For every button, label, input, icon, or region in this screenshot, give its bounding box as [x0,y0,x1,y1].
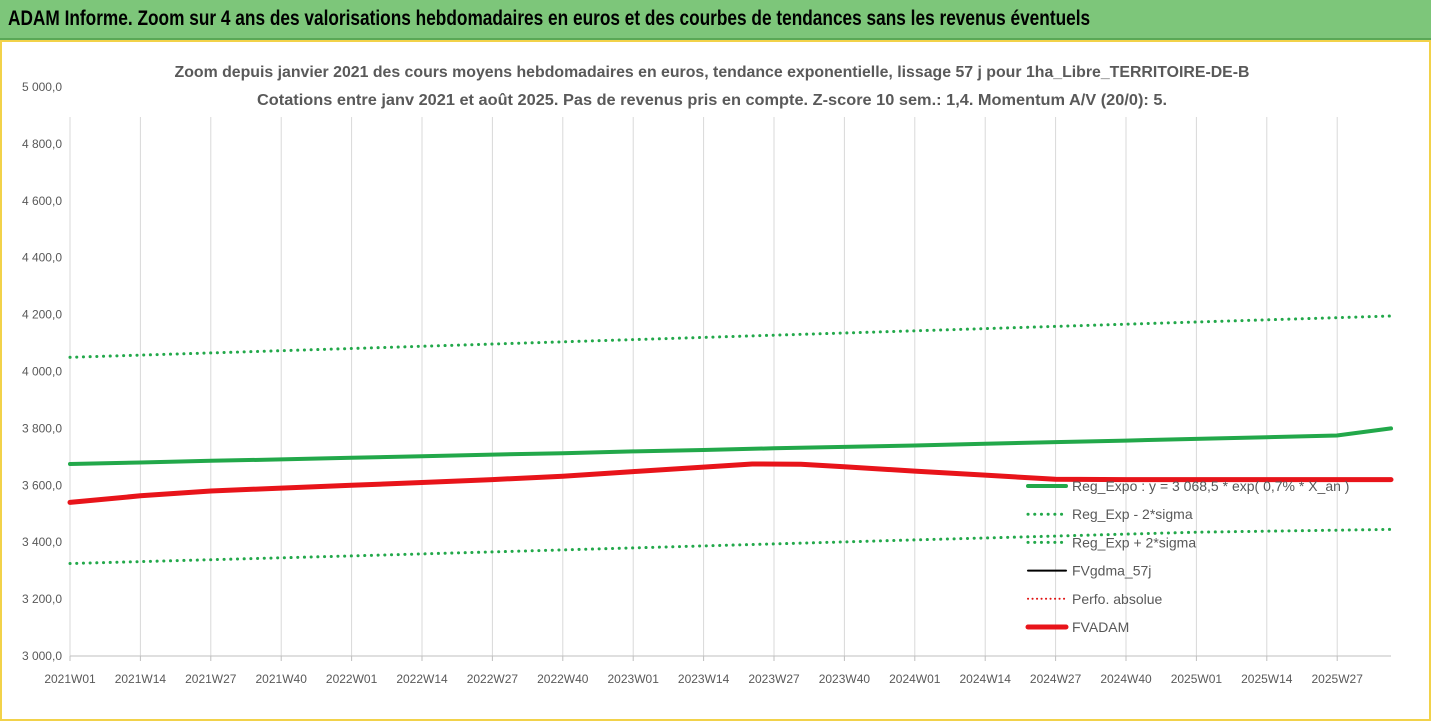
x-tick-label: 2025W01 [1171,672,1223,686]
x-tick-label: 2023W27 [748,672,800,686]
gridlines [69,117,1338,656]
x-tick-label: 2021W40 [256,672,308,686]
series-line-6 [67,461,1394,505]
y-tick-label: 3 400,0 [22,535,62,549]
legend-label-5: Perfo. absolue [1072,591,1162,607]
x-tick-labels: 2021W01 2021W14 2021W27 2021W40 2022W01 2022W… [44,672,1363,686]
x-tick-label: 2024W01 [889,672,941,686]
y-tick-label: 3 600,0 [22,478,62,492]
x-tick-label: 2023W01 [608,672,660,686]
x-tick-label: 2021W14 [115,672,167,686]
y-tick-label: 5 000,0 [22,80,62,94]
legend-label-2: Reg_Exp - 2*sigma [1072,506,1193,522]
legend: Reg_Expo : y = 3 068,5 * exp( 0,7% * X_a… [1025,478,1349,635]
y-tick-label: 4 600,0 [22,194,62,208]
x-tick-label: 2022W01 [326,672,378,686]
x-tick-label: 2024W40 [1100,672,1152,686]
series-line-3 [68,527,1393,565]
x-tick-label: 2022W40 [537,672,589,686]
series-line-2 [68,314,1393,359]
x-tick-label: 2021W27 [185,672,237,686]
chart-title-line-1: Zoom depuis janvier 2021 des cours moyen… [175,64,1250,81]
x-tick-label: 2022W27 [467,672,519,686]
x-tick-label: 2022W14 [396,672,448,686]
x-tick-label: 2024W14 [960,672,1012,686]
y-tick-label: 4 200,0 [22,308,62,322]
legend-label-1: Reg_Expo : y = 3 068,5 * exp( 0,7% * X_a… [1072,478,1349,494]
x-tick-label: 2023W40 [819,672,871,686]
banner-title: ADAM Informe. Zoom sur 4 ans des valoris… [8,7,1091,30]
series-line-1 [68,426,1393,466]
y-tick-label: 4 400,0 [22,251,62,265]
x-tick-label: 2025W14 [1241,672,1293,686]
chart-frame [0,40,1431,721]
legend-label-4: FVgdma_57j [1072,563,1151,579]
x-tick-label: 2023W14 [678,672,730,686]
legend-label-3: Reg_Exp + 2*sigma [1072,534,1196,550]
x-tick-label: 2021W01 [44,672,96,686]
y-tick-label: 3 200,0 [22,592,62,606]
x-tick-label: 2025W27 [1312,672,1364,686]
y-tick-labels: 5 000,0 4 800,0 4 600,0 4 400,0 4 200,0 4 000… [22,80,62,663]
series-lines [67,314,1394,565]
axes [69,655,1391,661]
y-tick-label: 4 000,0 [22,365,62,379]
x-tick-label: 2024W27 [1030,672,1082,686]
y-tick-label: 4 800,0 [22,137,62,151]
legend-label-6: FVADAM [1072,619,1129,635]
y-tick-label: 3 800,0 [22,421,62,435]
chart-title-line-2: Cotations entre janv 2021 et août 2025. … [257,92,1167,109]
report-banner: ADAM Informe. Zoom sur 4 ans des valoris… [0,0,1431,40]
y-tick-label: 3 000,0 [22,649,62,663]
